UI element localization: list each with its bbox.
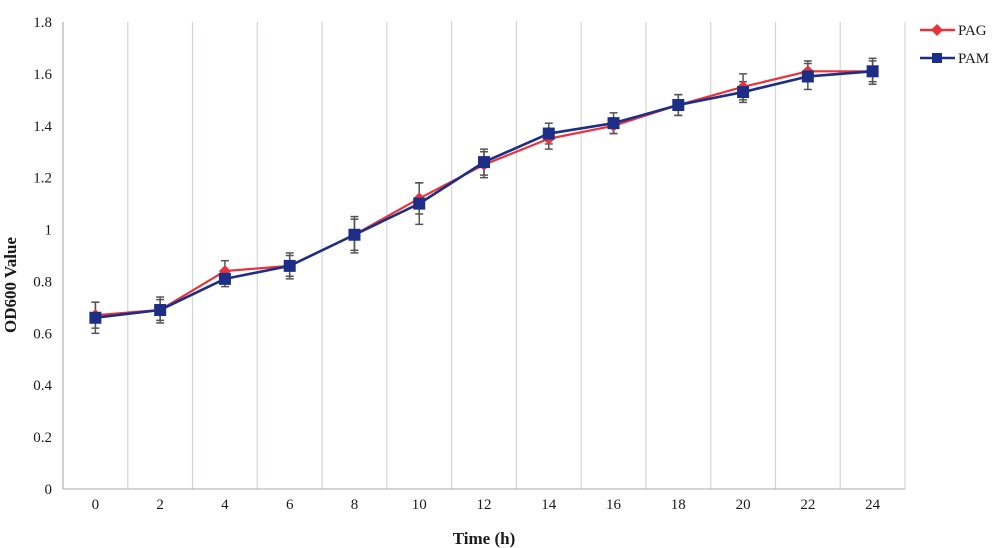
y-tick-label: 0 (45, 482, 53, 498)
marker-pam (607, 117, 620, 130)
marker-pam (542, 127, 555, 140)
series-lines (95, 69, 873, 320)
y-tick-label: 1 (45, 223, 53, 239)
y-tick-label: 1.2 (33, 171, 52, 187)
series-line-pag (95, 70, 873, 317)
marker-pam (737, 86, 750, 99)
x-tick-label: 0 (92, 497, 100, 513)
marker-pam (478, 156, 490, 169)
marker-pam (348, 228, 361, 241)
y-tick-label: 1.4 (33, 119, 52, 135)
x-tick-label: 4 (221, 497, 229, 513)
y-axis-title: OD600 Value (1, 237, 20, 333)
x-tick-label: 18 (671, 497, 686, 513)
x-tick-label: 16 (606, 497, 622, 513)
x-axis-title: Time (h) (453, 529, 516, 548)
marker-pam (413, 197, 426, 210)
y-tick-label: 0.6 (33, 326, 52, 342)
y-tick-label: 1.6 (33, 67, 52, 83)
x-tick-label: 10 (412, 497, 427, 513)
marker-pam (672, 99, 685, 112)
x-tick-label: 20 (736, 497, 751, 513)
x-tick-label: 2 (156, 497, 164, 513)
x-tick-label: 8 (351, 497, 359, 513)
axes (62, 22, 905, 490)
legend-swatch-marker (932, 53, 942, 63)
marker-pam (89, 311, 102, 324)
x-tick-label: 14 (541, 497, 557, 513)
error-bars (91, 57, 877, 335)
x-tick-label: 24 (865, 497, 881, 513)
x-tick-label: 12 (477, 497, 492, 513)
x-tick-labels: 0 2 4 6 8 10 12 14 16 18 20 22 24 (92, 497, 881, 513)
marker-pam (801, 70, 814, 83)
legend-label-pag: PAG (958, 23, 987, 39)
vertical-gridlines (62, 22, 906, 489)
x-tick-label: 22 (800, 497, 815, 513)
y-tick-label: 0.4 (33, 378, 52, 394)
marker-pam (154, 303, 167, 316)
series-markers (89, 65, 879, 324)
marker-pam (283, 259, 296, 272)
y-tick-labels: 0 0.2 0.4 0.6 0.8 1 1.2 1.4 1.6 1.8 (33, 15, 52, 498)
y-tick-label: 0.2 (33, 430, 52, 446)
x-tick-label: 6 (286, 497, 294, 513)
series-line-pam (95, 69, 873, 320)
marker-pam (866, 65, 879, 78)
marker-pam (218, 272, 231, 285)
y-tick-label: 0.8 (33, 274, 52, 290)
legend-swatch-marker (931, 24, 943, 36)
legend-label-pam: PAM (958, 51, 989, 67)
legend: PAG PAM (920, 23, 989, 67)
y-tick-label: 1.8 (33, 15, 52, 31)
